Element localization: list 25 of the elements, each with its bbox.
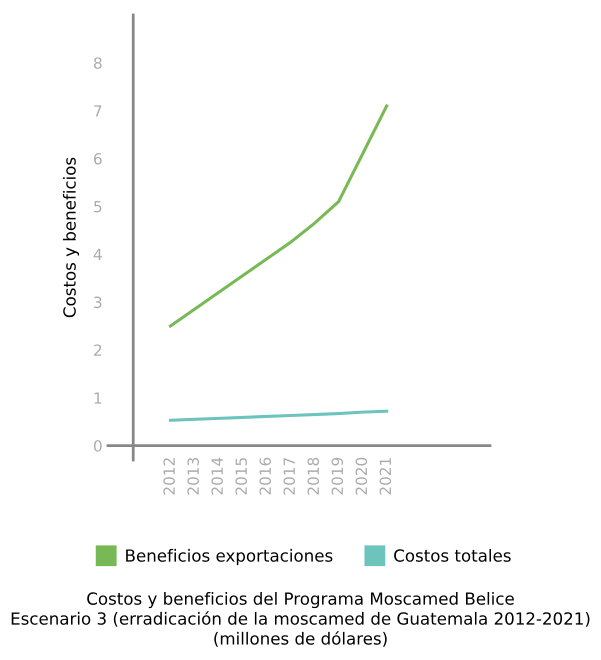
y-axis-title: Costos y beneficios: [62, 158, 80, 318]
x-tick-label: 2012: [163, 458, 175, 495]
y-tick-label: 5: [94, 201, 102, 212]
text: Costos y beneficios del Programa Moscamed Belice Escenario 3 (erradicación de la moscamed de Guatemala 2012-2021) (millones de dólares): [12, 592, 590, 647]
y-tick-label: 8: [94, 57, 102, 69]
x-tick-label: 2019: [332, 458, 344, 495]
y-tick-label: 3: [94, 296, 102, 308]
x-tick-label: 2018: [307, 458, 320, 495]
line-series: [168, 410, 388, 422]
y-tick-label: 6: [94, 153, 102, 165]
y-tick-label: 7: [94, 105, 102, 117]
line-series: [168, 104, 388, 328]
x-tick-label: 2017: [283, 458, 296, 495]
x-tick-label: 2020: [356, 458, 368, 495]
y-tick-label: 1: [94, 392, 102, 404]
x-tick-label: 2014: [211, 458, 223, 495]
y-tick-label: 4: [94, 248, 102, 260]
x-tick-label: 2016: [259, 458, 271, 495]
x-tick-label: 2015: [235, 458, 247, 495]
y-tick-label: 2: [94, 344, 102, 356]
x-tick-label: 2013: [187, 458, 199, 495]
legend-label: Beneficios exportaciones: [126, 548, 332, 566]
x-tick-label: 2021: [380, 458, 392, 495]
y-tick-label: 0: [94, 440, 102, 452]
legend-label: Costos totales: [394, 548, 511, 562]
